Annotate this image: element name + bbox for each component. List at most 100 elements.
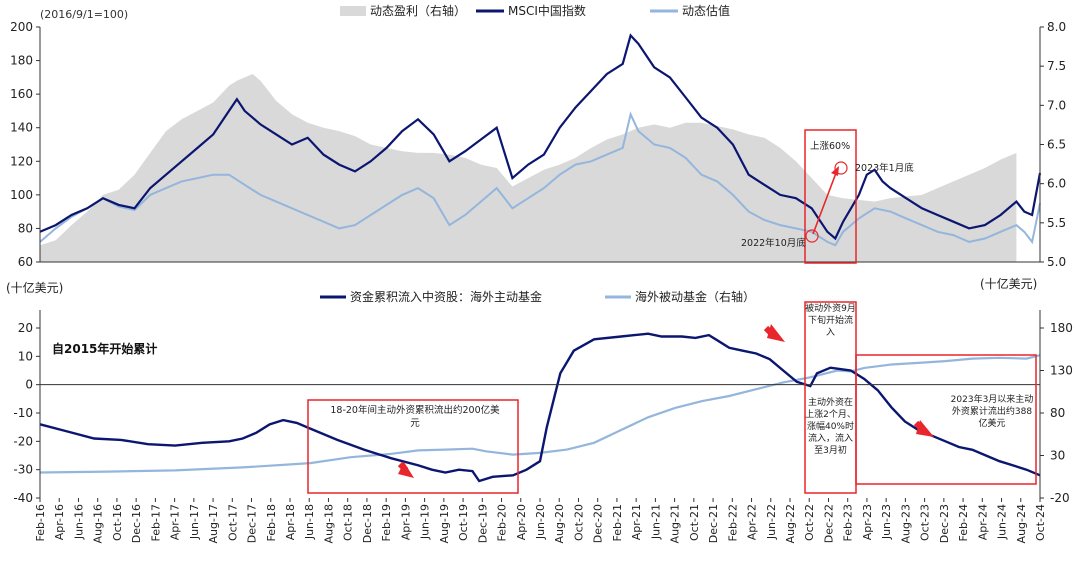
x-tick-label: Aug-20 <box>553 504 566 543</box>
x-tick-label: Oct-22 <box>803 504 816 541</box>
bottom-left-ticks: -40 -30 -20 -10 0 10 20 <box>13 321 40 505</box>
top-right-tick-label: 7.0 <box>1047 98 1066 112</box>
x-tick-label: Jun-16 <box>72 504 85 540</box>
top-left-ticks: 60 80 100 120 140 160 180 200 <box>10 20 40 269</box>
x-tick-label: Jun-23 <box>880 504 893 540</box>
earnings-area <box>40 74 1017 262</box>
x-tick-label: Feb-18 <box>265 504 278 541</box>
bottom-panel: (十亿美元) (十亿美元) 资金累积流入中资股：海外主动基金 海外被动基金（右轴… <box>6 276 1073 543</box>
down-arrow-3-head <box>916 420 934 437</box>
x-tick-label: Aug-17 <box>207 504 220 543</box>
legend-label-valuation: 动态估值 <box>682 3 730 18</box>
msci-china-line <box>39 33 1042 241</box>
x-tick-label: Feb-24 <box>957 504 970 541</box>
jan-2023-marker <box>834 161 848 175</box>
bottom-left-unit: (十亿美元) <box>6 280 63 295</box>
bottom-right-tick-label: 180 <box>1050 321 1073 335</box>
x-tick-label: Oct-20 <box>572 504 585 541</box>
rise-arrow-head <box>831 166 839 176</box>
x-tick-label: Dec-23 <box>938 504 951 543</box>
legend-swatch-earnings <box>340 6 366 16</box>
top-left-tick-label: 100 <box>10 188 33 202</box>
top-left-tick-label: 140 <box>10 121 33 135</box>
bottom-legend: 资金累积流入中资股：海外主动基金 海外被动基金（右轴） <box>320 289 755 304</box>
top-left-tick-label: 200 <box>10 20 33 34</box>
x-tick-label: Apr-21 <box>630 504 643 540</box>
x-tick-label: Jun-24 <box>996 504 1009 540</box>
outflow-2018-20-fo: 18-20年间主动外资累积流出约200亿美元 <box>330 405 500 429</box>
x-tick-label: Aug-24 <box>1015 504 1028 543</box>
x-tick-label: Oct-24 <box>1034 504 1047 541</box>
x-tick-label: Aug-22 <box>784 504 797 543</box>
top-right-tick-label: 6.5 <box>1047 138 1066 152</box>
top-left-tick-label: 180 <box>10 54 33 68</box>
outflow-2023-box <box>855 354 1037 485</box>
oct-2022-marker <box>805 229 819 243</box>
top-right-tick-label: 6.0 <box>1047 177 1066 191</box>
down-arrow-1 <box>397 461 414 478</box>
top-right-tick-label: 7.5 <box>1047 59 1066 73</box>
legend-label-earnings: 动态盈利（右轴） <box>370 3 466 18</box>
x-tick-label: Dec-22 <box>822 504 835 543</box>
down-arrow-2-head <box>767 324 785 342</box>
passive-inflow-text: 被动外资9月下旬开始流入 <box>805 304 856 338</box>
bottom-right-tick-label: -20 <box>1050 491 1070 505</box>
top-right-tick-label: 8.0 <box>1047 20 1066 34</box>
bottom-left-tick-label: 10 <box>18 349 33 363</box>
x-tick-label: Apr-23 <box>861 504 874 540</box>
top-base-label: (2016/9/1=100) <box>40 8 128 21</box>
x-tick-label: Oct-18 <box>342 504 355 541</box>
x-tick-label: Apr-24 <box>976 504 989 540</box>
x-tick-label: Oct-21 <box>688 504 701 541</box>
bottom-right-ticks: -20 30 80 130 180 <box>1040 321 1073 505</box>
x-tick-label: Apr-17 <box>169 504 182 540</box>
down-arrow-2 <box>763 324 785 342</box>
x-tick-label: Dec-20 <box>592 504 605 543</box>
x-tick-label: Feb-17 <box>149 504 162 541</box>
bottom-left-tick-label: 20 <box>18 321 33 335</box>
active-inflow-fo: 主动外资在上涨2个月、涨幅40%时流入，流入至3月初 <box>805 398 856 456</box>
cumulative-subtitle: 自2015年开始累计 <box>52 341 157 356</box>
valuation-line <box>39 111 1041 247</box>
top-legend: 动态盈利（右轴） MSCI中国指数 动态估值 <box>340 3 730 18</box>
x-tick-label: Dec-18 <box>361 504 374 543</box>
x-tick-label: Dec-17 <box>246 504 259 543</box>
outflow-2023-text: 2023年3月以来主动外资累计流出约388亿美元 <box>950 395 1034 429</box>
top-right-ticks: 5.0 5.5 6.0 6.5 7.0 7.5 8.0 <box>1040 20 1066 269</box>
x-tick-label: Oct-17 <box>226 504 239 541</box>
x-tick-label: Aug-21 <box>669 504 682 543</box>
up-60-label: 上涨60% <box>810 141 850 152</box>
x-tick-label: Jun-20 <box>534 504 547 540</box>
legend-label-msci: MSCI中国指数 <box>508 3 586 18</box>
x-tick-label: Apr-18 <box>284 504 297 540</box>
x-tick-label: Jun-22 <box>765 504 778 540</box>
x-tick-label: Aug-16 <box>92 504 105 543</box>
top-left-tick-label: 120 <box>10 154 33 168</box>
top-right-tick-label: 5.5 <box>1047 216 1066 230</box>
down-arrow-3 <box>913 420 934 437</box>
top-panel: (2016/9/1=100) 动态盈利（右轴） MSCI中国指数 动态估值 60… <box>10 3 1066 269</box>
active-inflow-text: 主动外资在上涨2个月、涨幅40%时流入，流入至3月初 <box>805 398 856 456</box>
outflow-2018-20-text: 18-20年间主动外资累积流出约200亿美元 <box>330 405 500 429</box>
x-tick-label: Apr-22 <box>746 504 759 540</box>
active-funds-line <box>39 332 1041 483</box>
bottom-left-tick-label: -40 <box>13 491 33 505</box>
down-arrow-1-head <box>398 462 414 478</box>
bottom-left-tick-label: 0 <box>25 378 33 392</box>
x-axis-ticks: Feb-16 Apr-16 Jun-16 Aug-16 Oct-16 Dec-16 Feb-… <box>34 498 1047 543</box>
oct-2022-label: 2022年10月底 <box>741 237 806 249</box>
bottom-right-unit: (十亿美元) <box>980 276 1037 291</box>
top-right-tick-label: 5.0 <box>1047 255 1066 269</box>
x-tick-label: Jun-17 <box>188 504 201 540</box>
x-tick-label: Dec-21 <box>707 504 720 543</box>
bottom-left-tick-label: -30 <box>13 463 33 477</box>
bottom-left-tick-label: -10 <box>13 406 33 420</box>
legend-label-passive: 海外被动基金（右轴） <box>635 289 755 304</box>
x-tick-label: Dec-19 <box>476 504 489 543</box>
x-tick-label: Oct-19 <box>457 504 470 541</box>
x-tick-label: Feb-19 <box>380 504 393 541</box>
x-tick-label: Jun-21 <box>649 504 662 540</box>
x-tick-label: Apr-19 <box>399 504 412 540</box>
x-tick-label: Aug-23 <box>899 504 912 543</box>
